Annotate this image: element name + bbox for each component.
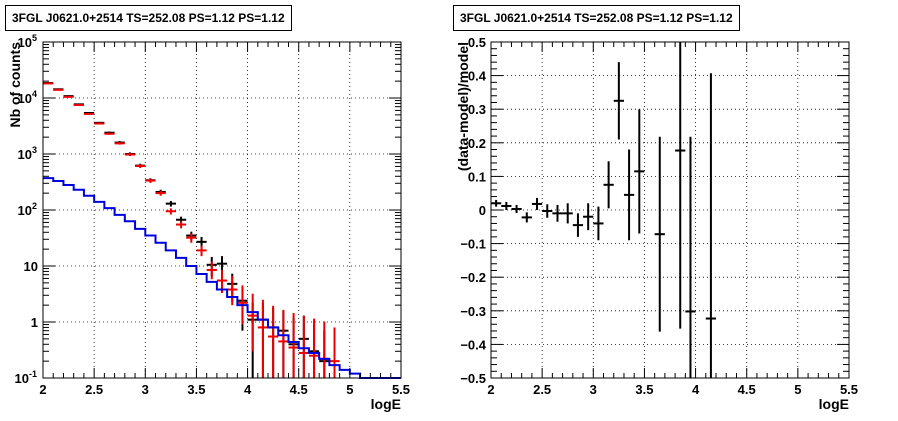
data-point <box>613 62 624 140</box>
x-tick-label: 2 <box>39 382 46 397</box>
x-tick-label: 4 <box>244 382 252 397</box>
data-point <box>114 142 125 145</box>
series-2 <box>43 177 401 379</box>
y-tick-label: 102 <box>18 201 37 218</box>
data-point <box>73 103 84 106</box>
data-point <box>94 122 105 125</box>
model-step-line <box>43 177 401 379</box>
data-point <box>521 212 532 223</box>
data-point <box>83 112 95 115</box>
data-point <box>63 95 74 98</box>
y-tick-label: 0.1 <box>468 169 486 184</box>
x-tick-label: 4 <box>692 382 700 397</box>
data-point <box>43 82 54 85</box>
plot-area <box>43 42 401 378</box>
x-tick-label: 2.5 <box>533 382 551 397</box>
data-point <box>298 315 309 378</box>
x-tick-label: 3 <box>142 382 149 397</box>
x-tick-label: 2 <box>487 382 494 397</box>
y-tick-label: 1 <box>31 315 38 330</box>
x-tick-label: 3.5 <box>635 382 653 397</box>
data-point <box>165 200 176 207</box>
data-point <box>603 161 614 209</box>
right-chart-title: 3FGL J0621.0+2514 TS=252.08 PS=1.12 PS=1… <box>453 5 740 31</box>
data-point <box>135 164 146 168</box>
data-point <box>531 197 543 210</box>
y-tick-label: −0.1 <box>460 237 486 252</box>
data-point <box>268 305 279 378</box>
data-point <box>186 233 197 243</box>
y-axis-label: (data-model)/model <box>455 42 471 171</box>
y-tick-label: 0.3 <box>468 102 486 117</box>
data-point <box>552 204 563 222</box>
data-point <box>685 136 696 378</box>
y-tick-label: −0.4 <box>460 337 486 352</box>
data-point <box>257 299 269 378</box>
y-tick-label: −0.2 <box>460 270 486 285</box>
y-tick-label: 0.2 <box>468 136 486 151</box>
data-point <box>583 203 594 231</box>
y-tick-label: 10 <box>24 259 38 274</box>
y-tick-label: 103 <box>18 145 37 162</box>
x-tick-label: 5 <box>794 382 801 397</box>
x-tick-label: 5.5 <box>392 382 410 397</box>
x-tick-label: 5.5 <box>840 382 858 397</box>
data-point <box>542 204 553 218</box>
y-tick-label: 0 <box>479 203 486 218</box>
data-point <box>196 245 207 257</box>
data-point <box>278 309 289 378</box>
x-tick-label: 4.5 <box>738 382 756 397</box>
y-tick-label: 105 <box>18 33 37 50</box>
data-point <box>593 206 604 241</box>
x-tick-label: 2.5 <box>85 382 103 397</box>
y-tick-label: −0.5 <box>460 371 486 386</box>
data-point <box>329 327 340 378</box>
data-point <box>705 73 717 378</box>
data-point <box>104 132 115 135</box>
x-axis-label: logE <box>371 396 401 412</box>
data-point <box>501 201 512 210</box>
x-tick-label: 5 <box>346 382 353 397</box>
data-point <box>308 318 320 378</box>
y-tick-label: 0.5 <box>468 35 486 50</box>
x-axis-label: logE <box>819 396 849 412</box>
data-point <box>227 276 238 306</box>
left-chart-title: 3FGL J0621.0+2514 TS=252.08 PS=1.12 PS=1… <box>5 5 292 31</box>
data-point <box>247 293 258 352</box>
data-point <box>572 213 584 237</box>
series-0 <box>491 42 717 378</box>
data-point <box>155 190 166 196</box>
series-1 <box>43 82 340 378</box>
data-point <box>145 178 156 183</box>
data-point <box>511 204 522 214</box>
data-point <box>206 261 217 280</box>
data-point <box>53 88 64 91</box>
y-tick-label: −0.3 <box>460 304 486 319</box>
data-point <box>562 203 573 224</box>
plot-area <box>491 42 849 378</box>
data-point <box>288 312 299 378</box>
y-tick-label: 104 <box>18 89 37 106</box>
y-axis-label: Nb of counts <box>7 42 23 128</box>
data-point <box>165 208 176 215</box>
data-point <box>634 109 645 234</box>
y-tick-label: 10-1 <box>15 369 37 386</box>
data-point <box>623 149 635 241</box>
data-point <box>175 221 187 229</box>
data-point <box>675 42 686 329</box>
x-tick-label: 3.5 <box>187 382 205 397</box>
data-point <box>654 136 665 332</box>
y-tick-label: 0.4 <box>468 69 487 84</box>
data-point <box>124 153 136 157</box>
x-tick-label: 4.5 <box>290 382 308 397</box>
x-tick-label: 3 <box>590 382 597 397</box>
